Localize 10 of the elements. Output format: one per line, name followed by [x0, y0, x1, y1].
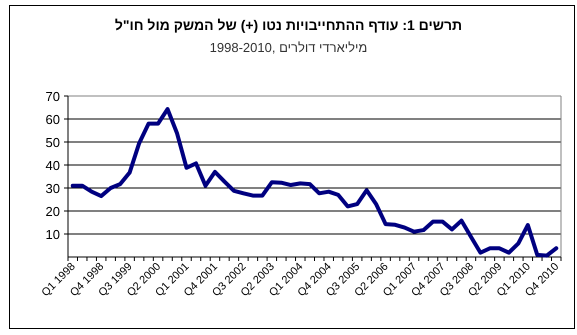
y-tick-label: 50 [46, 135, 60, 150]
y-tick-label: 20 [46, 204, 60, 219]
y-tick-label: 10 [46, 227, 60, 242]
y-tick-label: 70 [46, 89, 60, 104]
line-series [70, 107, 558, 258]
chart-title: תרשים 1: עודף ההתחייבויות נטו (+) של המשק מול חו"ל [114, 17, 462, 33]
y-tick-label: 30 [46, 181, 60, 196]
y-tick-label: 40 [46, 158, 60, 173]
chart-subtitle: 1998-2010, מיליארדי דולרים [210, 40, 368, 55]
y-tick-label: 60 [46, 112, 60, 127]
